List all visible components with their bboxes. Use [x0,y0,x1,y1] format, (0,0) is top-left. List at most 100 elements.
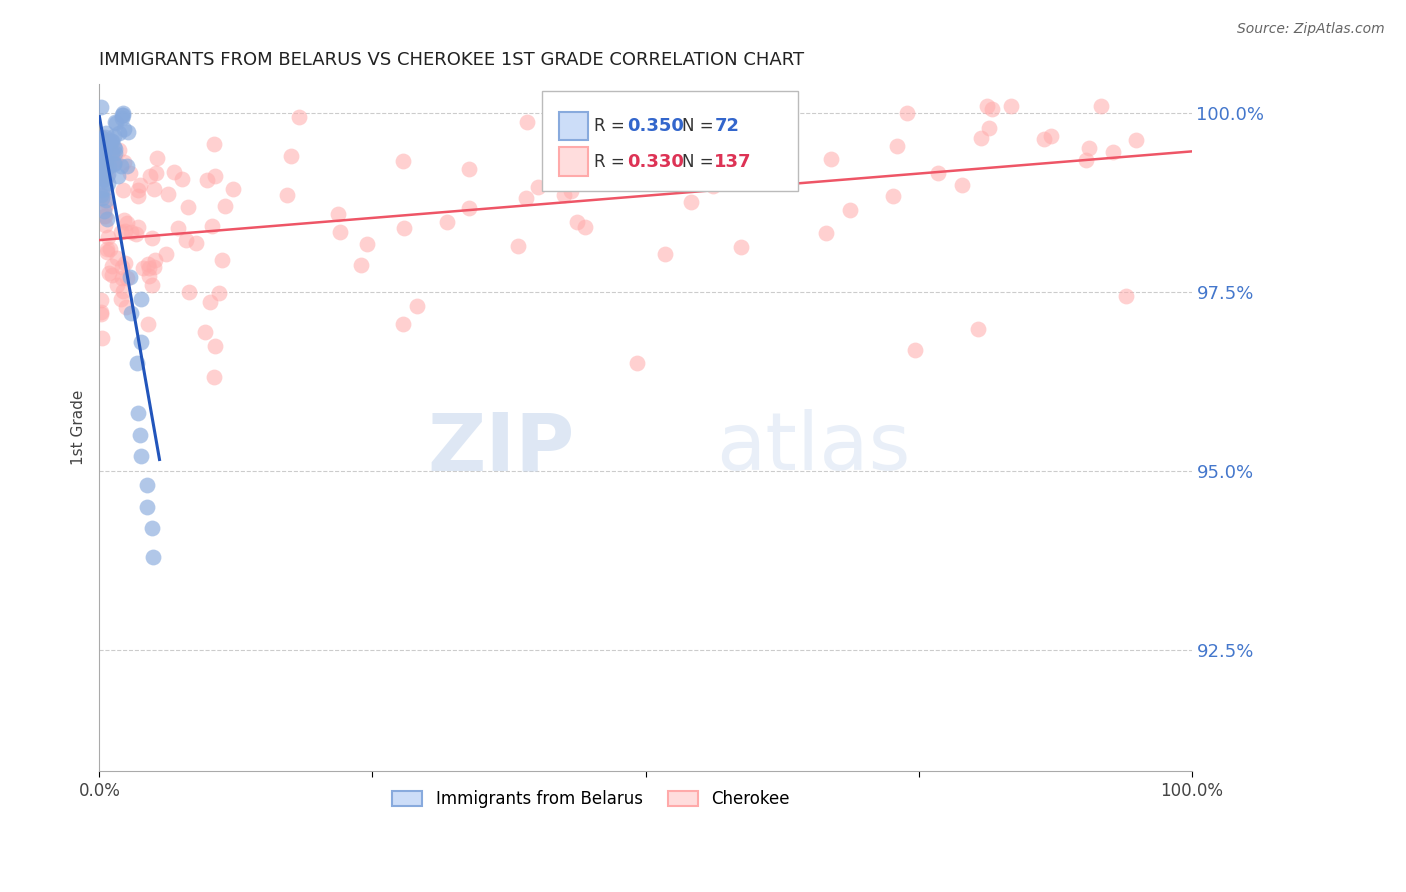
Point [105,252,128,266]
Point [202,136,225,151]
Point [97,266,120,280]
Point [195,172,218,186]
Point [515,191,537,205]
Point [138,260,160,275]
Point [506,239,529,253]
Point [104,142,127,156]
Point [115,216,138,230]
Point [326,207,349,221]
Legend: Immigrants from Belarus, Cherokee: Immigrants from Belarus, Cherokee [385,783,796,814]
Point [129,178,152,192]
Point [114,224,136,238]
Point [141,521,163,535]
Point [778,124,800,138]
Point [886,139,908,153]
Point [100,134,122,148]
Point [654,246,676,260]
Point [97,230,120,244]
Point [350,258,373,272]
Point [640,138,662,153]
FancyBboxPatch shape [541,91,799,191]
Point [100,243,122,257]
Point [96,243,118,257]
Point [143,260,166,274]
Point [108,126,131,140]
Point [208,285,231,300]
Point [90,167,112,181]
Point [89,168,111,182]
Point [89,304,111,318]
Point [280,148,302,162]
Point [1040,128,1063,143]
Point [117,125,139,139]
Point [904,343,927,358]
Point [131,260,153,275]
Point [194,325,217,339]
Text: N =: N = [682,153,718,170]
Point [927,166,949,180]
Point [110,108,132,122]
Point [90,150,112,164]
Point [329,225,352,239]
Point [143,252,166,267]
Point [104,116,127,130]
Point [93,145,115,159]
Point [91,167,114,181]
Point [96,155,118,169]
Point [142,549,165,564]
Point [93,169,115,184]
Point [93,172,115,186]
Point [129,292,152,306]
Point [979,121,1001,136]
Point [90,191,112,205]
Point [127,406,149,420]
Point [96,126,118,140]
Point [115,271,138,285]
Text: IMMIGRANTS FROM BELARUS VS CHEROKEE 1ST GRADE CORRELATION CHART: IMMIGRANTS FROM BELARUS VS CHEROKEE 1ST … [100,51,804,69]
Point [204,169,226,184]
Point [112,182,135,196]
Point [89,140,111,154]
Point [391,318,413,332]
Point [136,257,159,271]
Text: Source: ZipAtlas.com: Source: ZipAtlas.com [1237,22,1385,37]
Text: 137: 137 [714,153,752,170]
Point [135,478,157,492]
Point [94,142,117,156]
Point [89,164,111,178]
Point [553,188,575,202]
Point [204,370,226,384]
Point [276,188,298,202]
Point [105,278,128,293]
Point [201,219,224,233]
Point [120,225,142,239]
Point [107,169,129,183]
Point [136,500,159,514]
Point [112,121,135,136]
Point [526,180,548,194]
Point [815,227,838,241]
Point [90,133,112,147]
Point [97,159,120,173]
Point [139,169,162,184]
Point [125,227,148,241]
Point [110,293,132,307]
Point [392,154,415,169]
Point [838,203,860,218]
Point [1033,132,1056,146]
Point [115,159,138,173]
Point [96,244,118,259]
Text: N =: N = [682,117,718,135]
Text: 0.350: 0.350 [627,117,683,135]
Point [111,260,134,274]
Point [118,270,141,285]
FancyBboxPatch shape [560,147,588,177]
Point [118,166,141,180]
Point [94,193,117,207]
Point [100,268,122,282]
Point [103,157,125,171]
Text: atlas: atlas [717,409,911,487]
Point [91,183,114,197]
Point [111,284,134,298]
Point [702,178,724,193]
